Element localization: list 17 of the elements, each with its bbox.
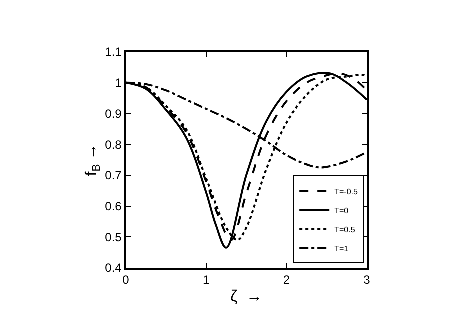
y-tick-label: 1	[115, 76, 122, 90]
x-tick-label: 0	[122, 273, 130, 288]
y-tick-label: 0.7	[105, 168, 122, 183]
y-tick-label: 0.9	[105, 106, 122, 121]
y-tick-label: 0.4	[105, 261, 122, 276]
x-tick-label: 1	[202, 273, 210, 288]
x-axis-title: ζ →	[230, 288, 262, 306]
x-tick-label: 2	[283, 273, 290, 288]
x-tick-label: 3	[364, 273, 371, 288]
y-tick-label: 0.5	[105, 230, 122, 244]
legend-label: T=1	[334, 244, 350, 254]
legend-label: T=-0.5	[334, 187, 358, 196]
y-tick-label: 0.8	[105, 138, 122, 152]
y-tick-label: 1.1	[105, 45, 122, 60]
legend-label: T=0	[334, 206, 350, 216]
y-tick-label: 0.6	[105, 199, 122, 214]
legend-label: T=0.5	[334, 225, 356, 234]
